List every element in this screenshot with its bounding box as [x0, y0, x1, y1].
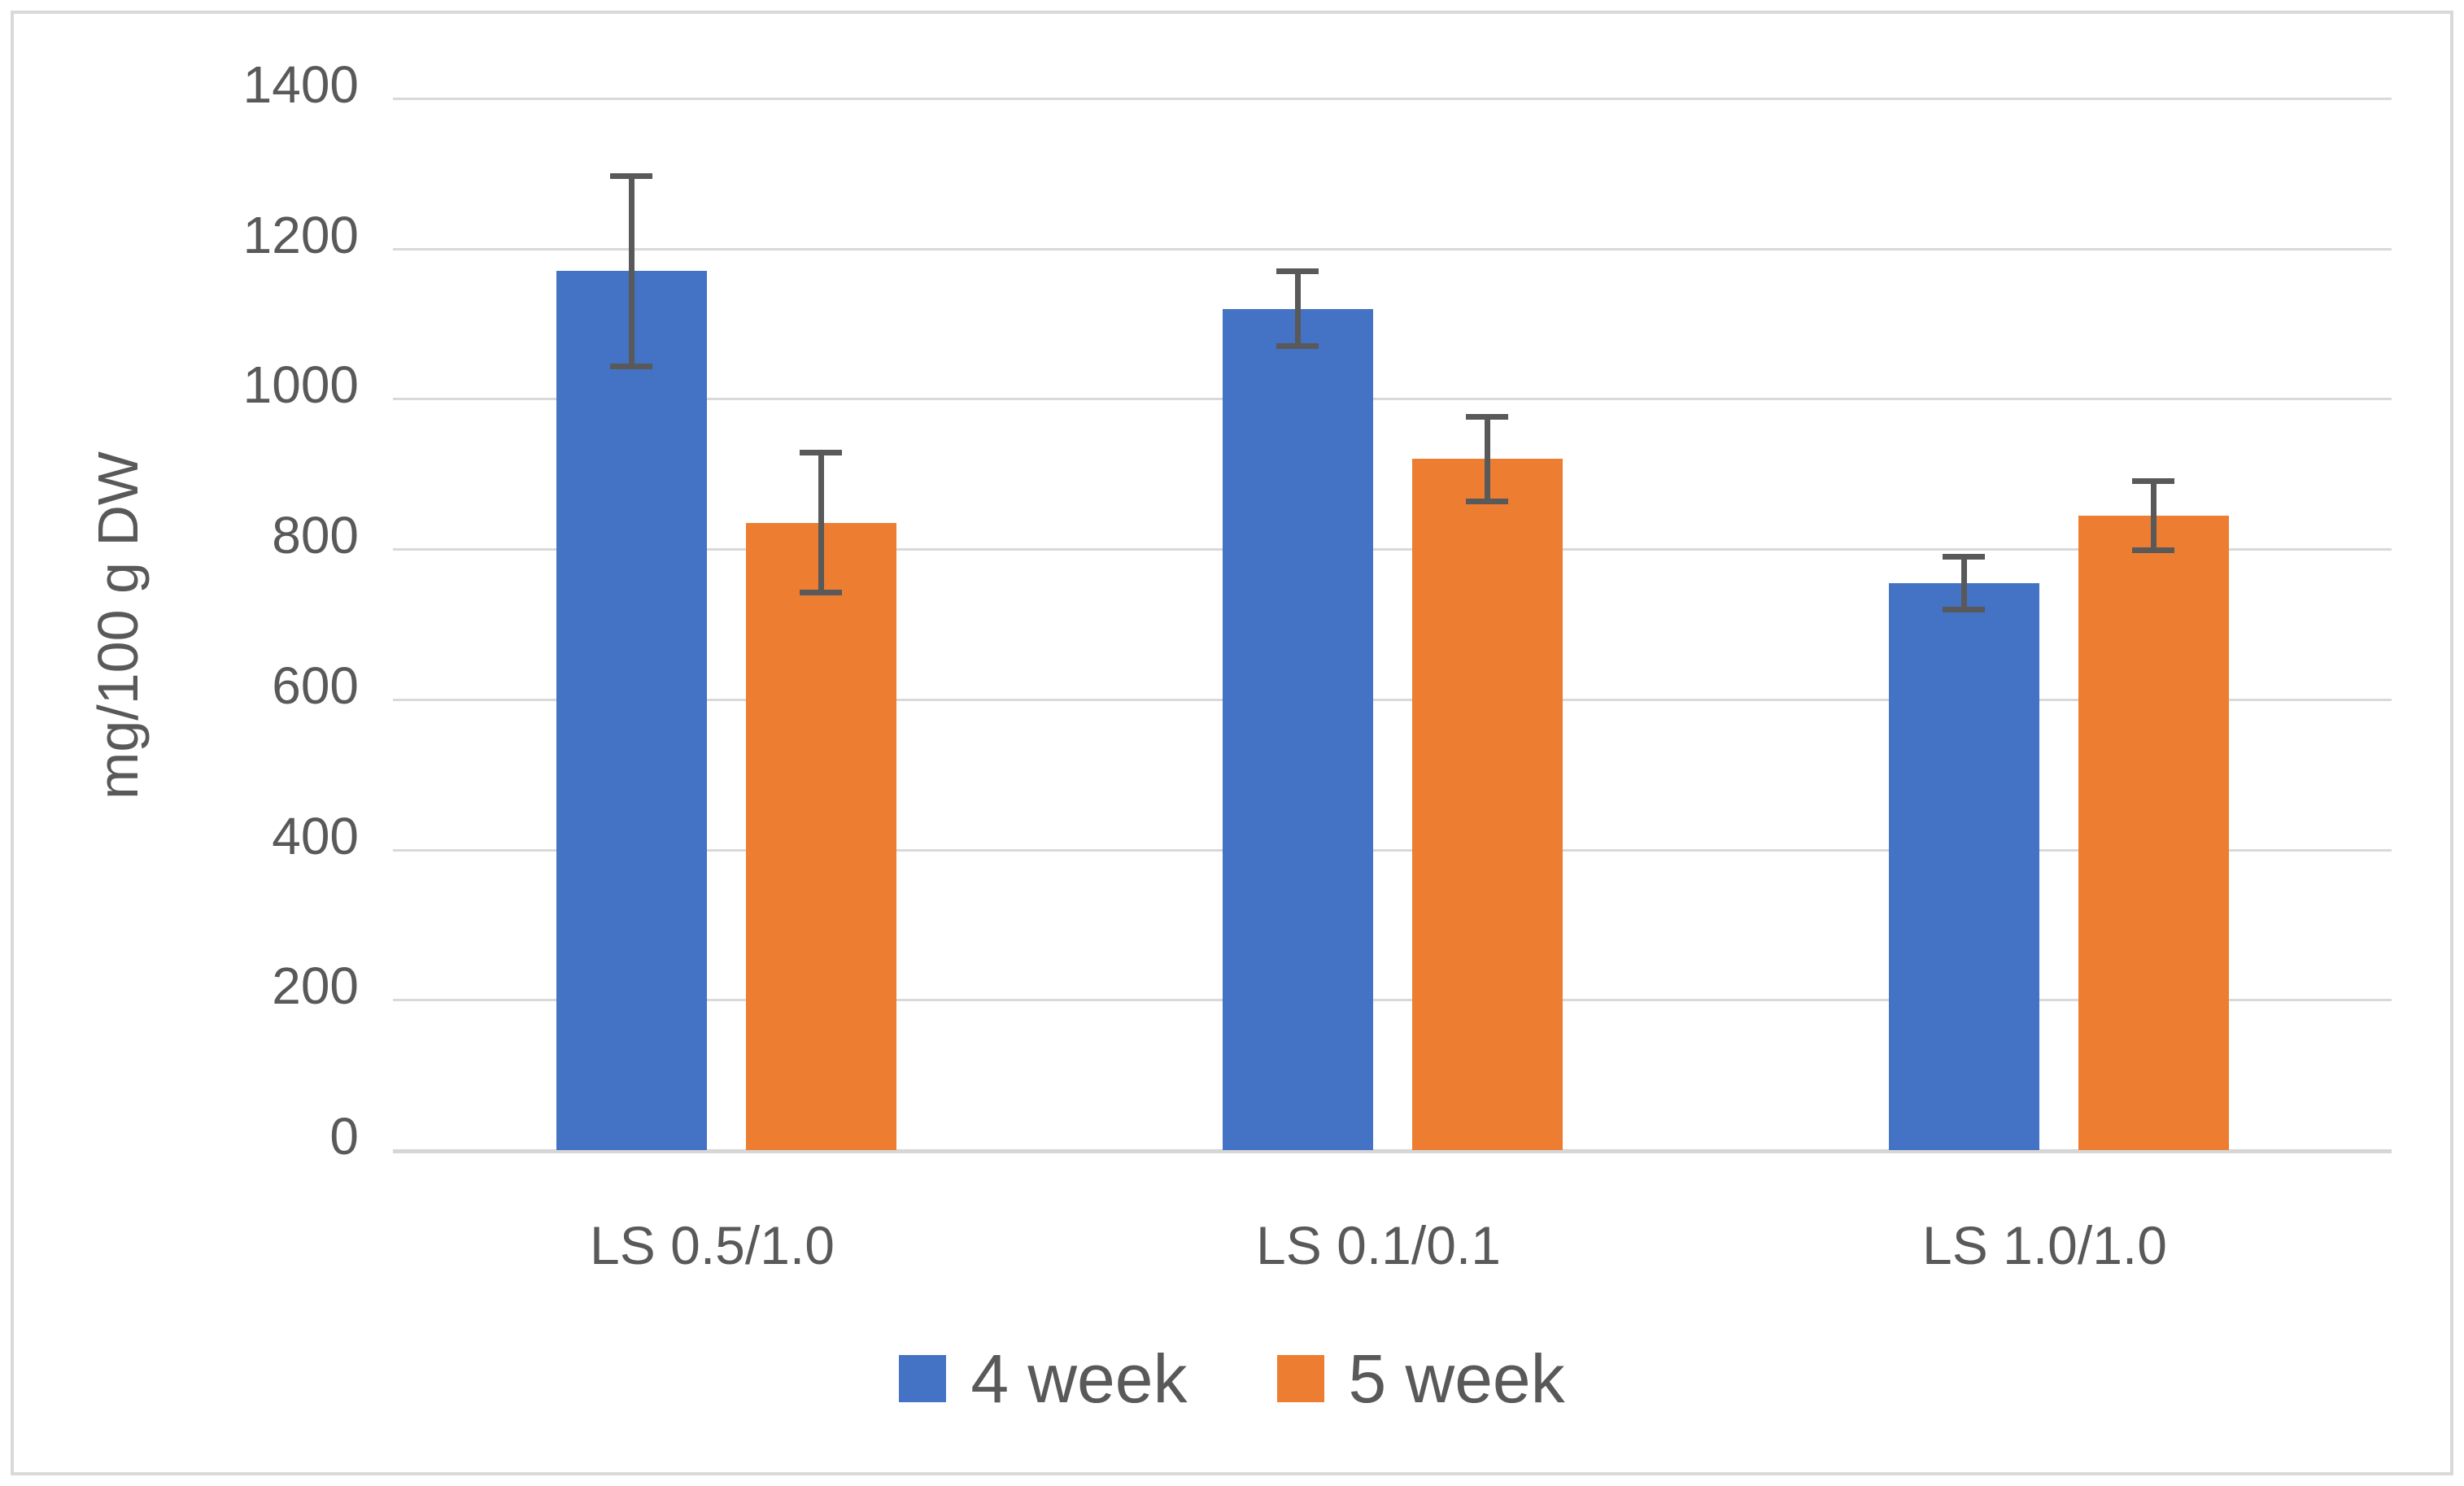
legend-item-4-week: 4 week	[899, 1340, 1188, 1418]
y-tick-label-200: 200	[272, 957, 359, 1016]
error-bar-cap-top	[1943, 553, 1985, 560]
bar-5-week-LS-0.1-0.1	[1411, 459, 1563, 1150]
error-bar-line	[1960, 556, 1967, 610]
gridline-200	[393, 999, 2392, 1002]
error-bar-cap-top	[800, 450, 842, 456]
legend-swatch-5-week	[1276, 1355, 1324, 1402]
error-bar-cap-bottom	[800, 590, 842, 596]
gridline-600	[393, 698, 2392, 701]
bar-5-week-LS-1.0-1.0	[2078, 515, 2229, 1150]
bar-4-week-LS-1.0-1.0	[1888, 582, 2039, 1150]
error-bar-line	[818, 452, 824, 593]
error-bar-cap-top	[1466, 414, 1508, 421]
bar-4-week-LS-0.5-1.0	[556, 271, 707, 1150]
error-bar-line	[1294, 271, 1301, 346]
y-tick-label-1000: 1000	[242, 355, 359, 415]
legend-label-5-week: 5 week	[1348, 1340, 1565, 1417]
x-axis-line	[393, 1149, 2392, 1153]
gridline-1200	[393, 247, 2392, 251]
legend: 4 week 5 week	[14, 1331, 2450, 1426]
error-bar-cap-bottom	[1943, 606, 1985, 612]
y-tick-label-1200: 1200	[242, 205, 359, 264]
gridline-800	[393, 548, 2392, 551]
gridline-1000	[393, 398, 2392, 401]
error-bar-cap-bottom	[2132, 547, 2174, 553]
error-bar-cap-bottom	[610, 364, 652, 370]
chart-frame: mg/100 g DW 0 200 400 600 800 1000 1200 1400 LS…	[11, 11, 2453, 1475]
error-bar-cap-bottom	[1466, 498, 1508, 504]
legend-swatch-4-week	[899, 1355, 947, 1402]
error-bar-line	[2150, 481, 2157, 551]
y-tick-label-600: 600	[272, 656, 359, 715]
error-bar-cap-top	[610, 172, 652, 179]
bar-4-week-LS-0.1-0.1	[1222, 308, 1373, 1150]
x-axis-label-LS-0.1-0.1: LS 0.1/0.1	[1256, 1215, 1501, 1275]
x-axis-label-LS-0.5-1.0: LS 0.5/1.0	[590, 1215, 835, 1275]
legend-label-4-week: 4 week	[970, 1340, 1188, 1417]
error-bar-cap-top	[2132, 477, 2174, 484]
plot-area	[393, 98, 2392, 1153]
y-tick-label-800: 800	[272, 506, 359, 565]
gridline-400	[393, 848, 2392, 852]
bar-5-week-LS-0.5-1.0	[745, 522, 896, 1150]
y-tick-label-1400: 1400	[242, 55, 359, 114]
x-axis-label-LS-1.0-1.0: LS 1.0/1.0	[1922, 1215, 2167, 1275]
legend-item-5-week: 5 week	[1276, 1340, 1565, 1418]
y-tick-label-400: 400	[272, 806, 359, 865]
error-bar-line	[1484, 416, 1490, 502]
error-bar-line	[628, 176, 635, 367]
y-tick-label-0: 0	[329, 1107, 359, 1166]
error-bar-cap-bottom	[1276, 343, 1319, 350]
y-axis-title: mg/100 g DW	[86, 451, 150, 800]
gridline-1400	[393, 98, 2392, 100]
error-bar-cap-top	[1276, 268, 1319, 274]
